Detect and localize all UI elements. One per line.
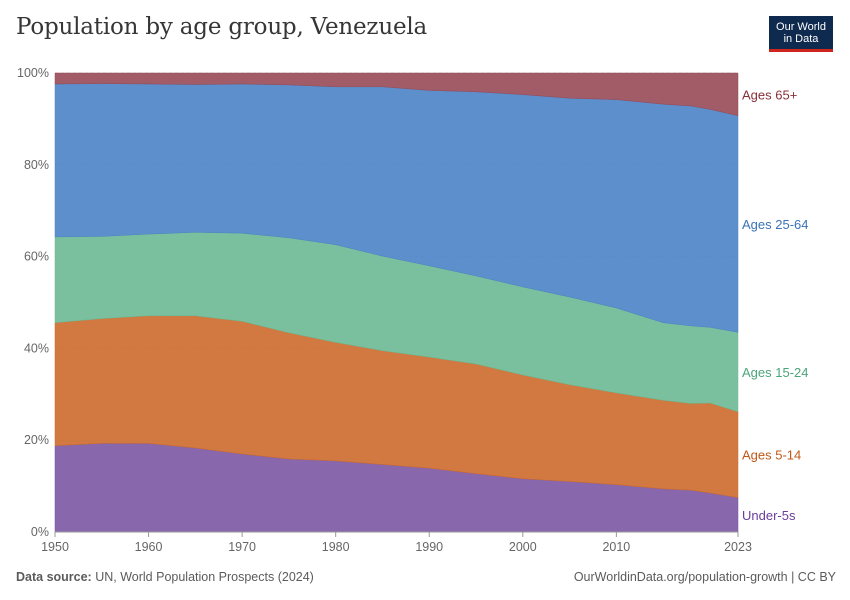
chart-title: Population by age group, Venezuela bbox=[16, 14, 428, 40]
y-tick-label: 40% bbox=[24, 341, 49, 355]
x-tick-label: 1970 bbox=[228, 540, 256, 554]
x-tick-label: 1960 bbox=[135, 540, 163, 554]
series-labels: Under-5s Ages 5-14 Ages 15-24 Ages 25-64 Age… bbox=[742, 87, 809, 522]
y-tick-label: 20% bbox=[24, 433, 49, 447]
y-tick-label: 100% bbox=[17, 66, 49, 80]
x-tick-label: 2023 bbox=[724, 540, 752, 554]
x-axis-ticks: 1950 1960 1970 1980 1990 2000 2010 2023 bbox=[41, 531, 752, 554]
data-source: Data source: UN, World Population Prospe… bbox=[16, 570, 314, 584]
x-tick-label: 2000 bbox=[509, 540, 537, 554]
y-axis-ticks: 0% 20% 40% 60% 80% 100% bbox=[17, 66, 49, 539]
x-tick-label: 1990 bbox=[415, 540, 443, 554]
series-label-ages-65-[interactable]: Ages 65+ bbox=[742, 87, 797, 102]
data-source-label: Data source: bbox=[16, 570, 92, 584]
y-tick-label: 80% bbox=[24, 158, 49, 172]
footer-credit[interactable]: OurWorldinData.org/population-growth | C… bbox=[573, 570, 836, 584]
area-ages-65-[interactable] bbox=[54, 72, 739, 117]
series-label-ages-5-14[interactable]: Ages 5-14 bbox=[742, 448, 801, 463]
data-source-text[interactable]: UN, World Population Prospects (2024) bbox=[95, 570, 314, 584]
y-tick-label: 60% bbox=[24, 250, 49, 264]
series-label-under-5s[interactable]: Under-5s bbox=[742, 508, 796, 523]
x-tick-label: 1950 bbox=[41, 540, 69, 554]
series-label-ages-15-24[interactable]: Ages 15-24 bbox=[742, 365, 809, 380]
series-label-ages-25-64[interactable]: Ages 25-64 bbox=[742, 217, 809, 232]
x-tick-label: 2010 bbox=[602, 540, 630, 554]
area-series bbox=[54, 72, 739, 533]
owid-logo[interactable]: Our World in Data bbox=[769, 16, 833, 52]
logo-line-1: Our World bbox=[776, 21, 826, 33]
logo-line-2: in Data bbox=[783, 33, 819, 45]
x-tick-label: 1980 bbox=[322, 540, 350, 554]
y-tick-label: 0% bbox=[31, 525, 49, 539]
